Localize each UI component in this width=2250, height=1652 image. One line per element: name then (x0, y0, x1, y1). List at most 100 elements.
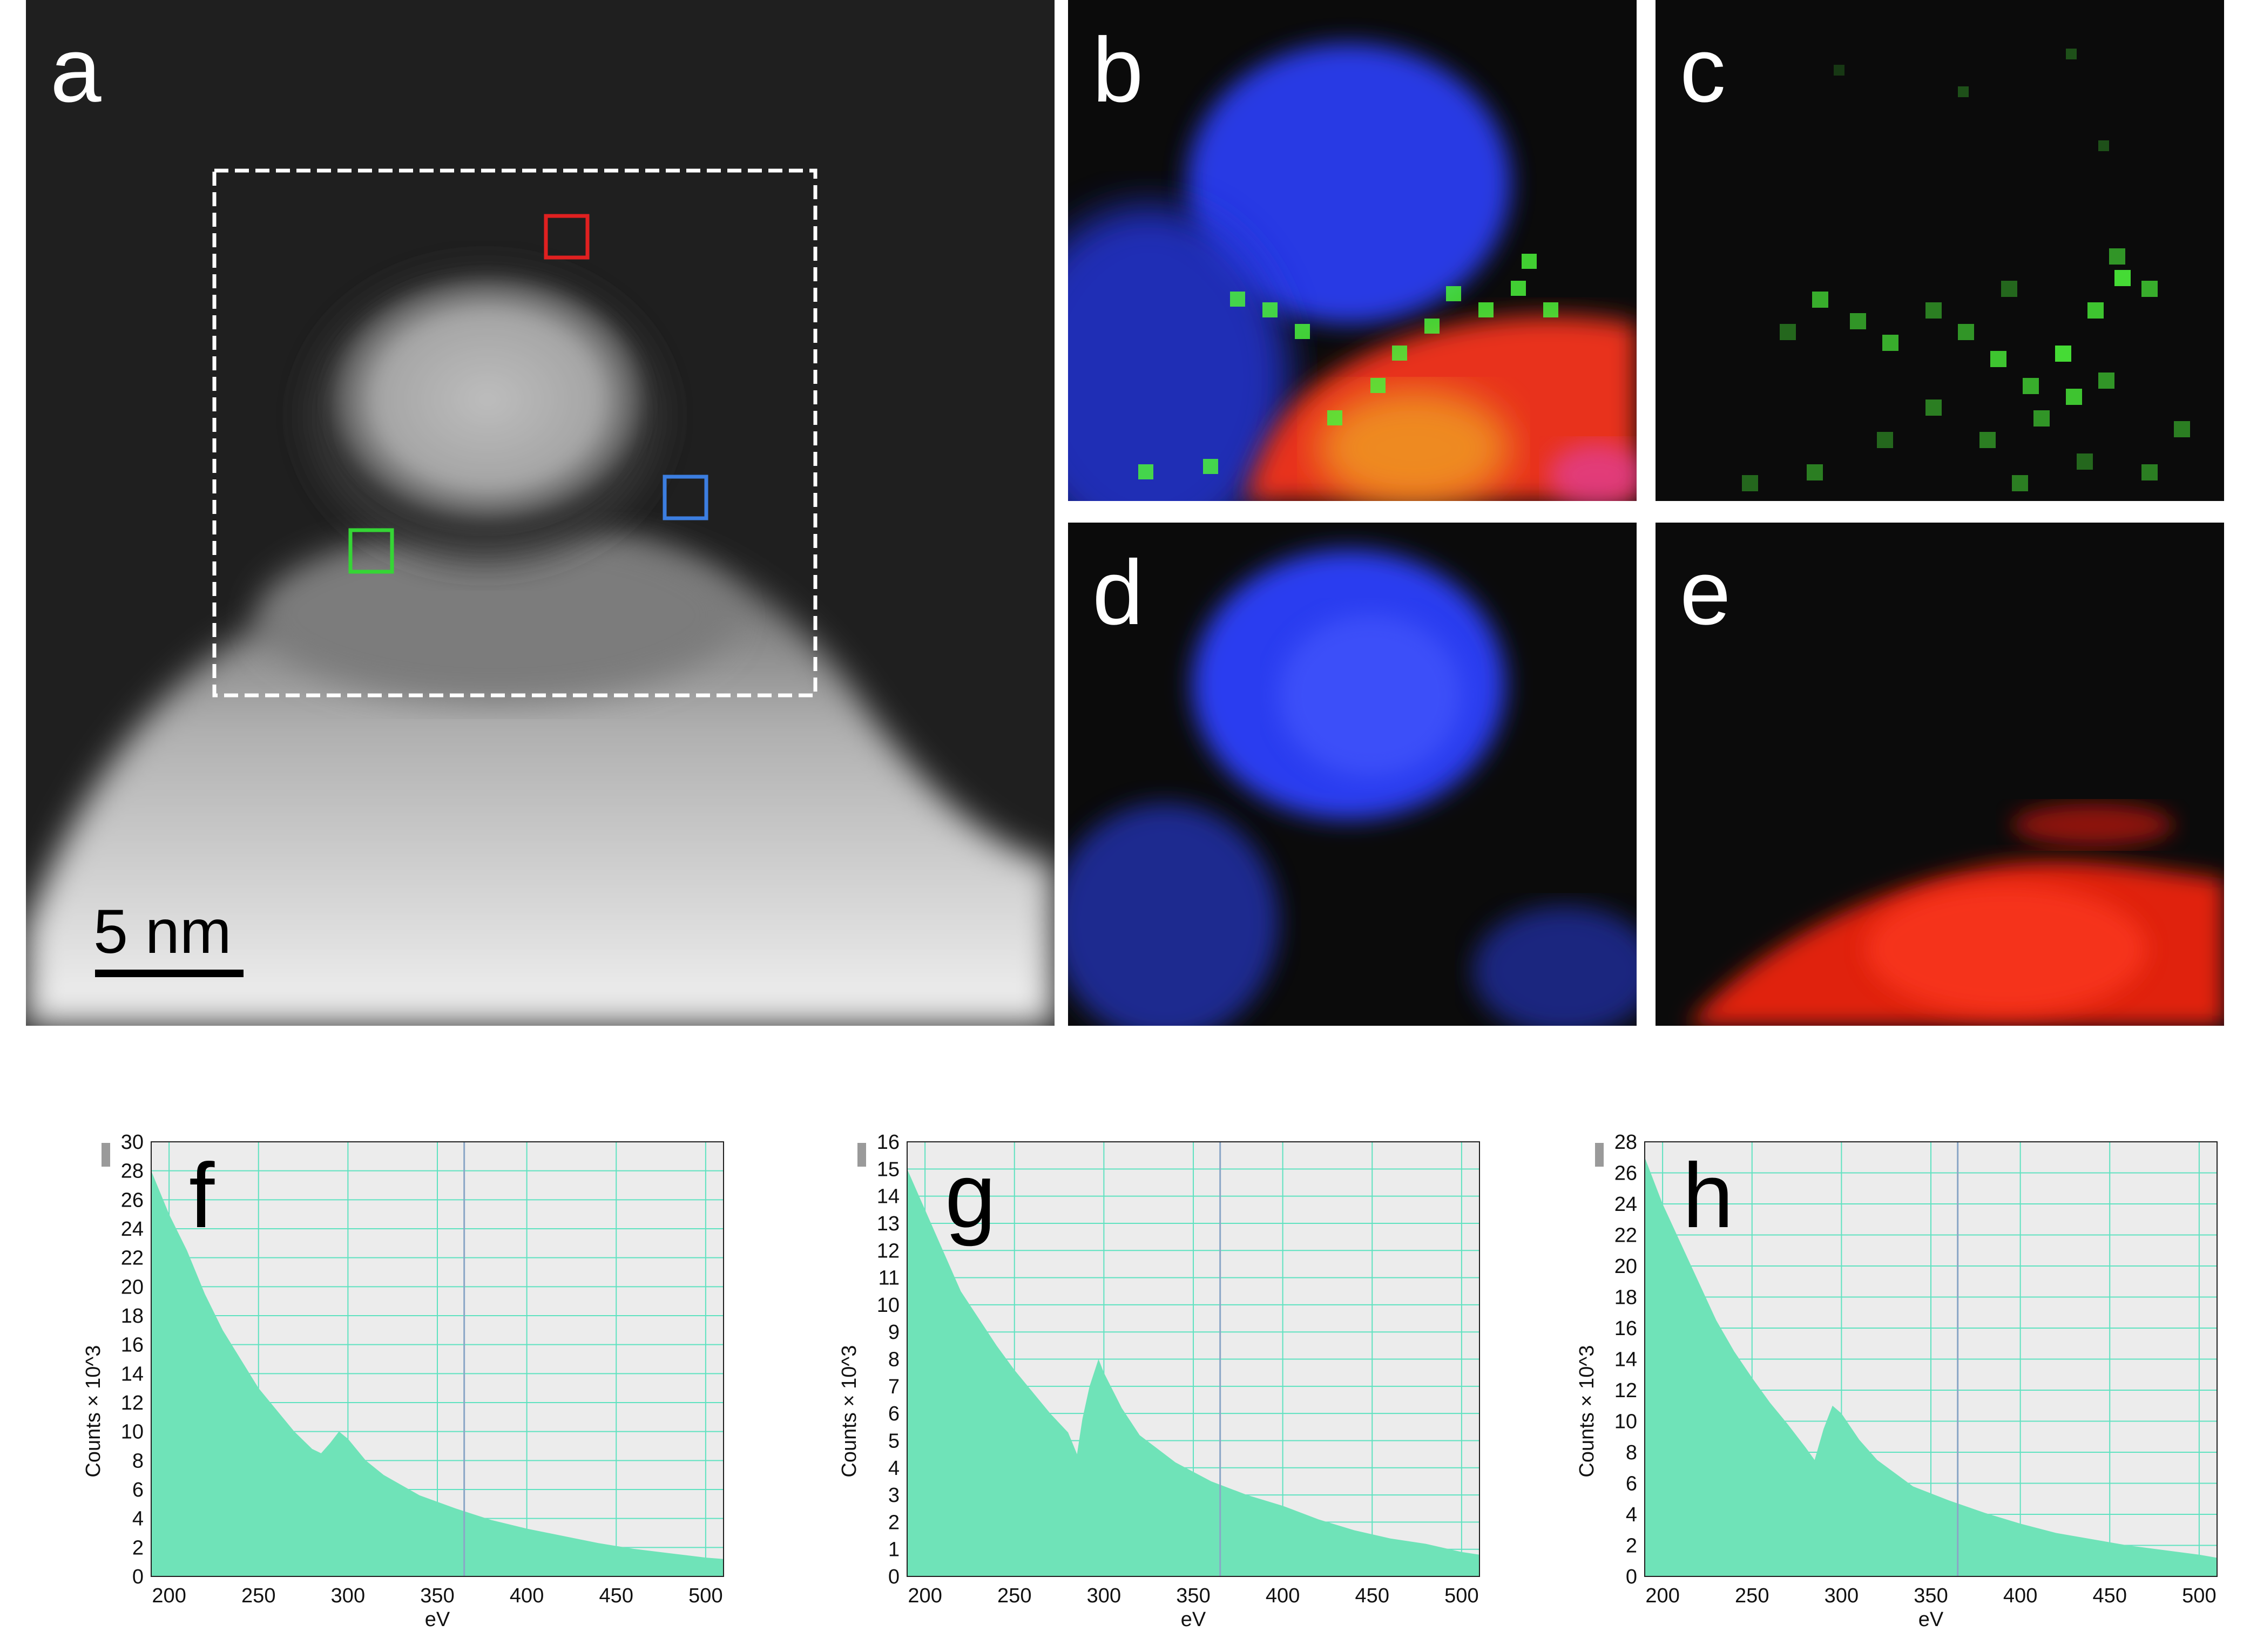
y-tick-label: 8 (1626, 1441, 1637, 1464)
chart-label-h: h (1683, 1145, 1734, 1247)
y-tick-label: 12 (121, 1392, 144, 1414)
y-tick-label: 22 (1614, 1224, 1637, 1247)
red-map-drawing (1688, 803, 2224, 1026)
y-tick-label: 9 (888, 1321, 900, 1344)
y-tick-label: 0 (1626, 1566, 1637, 1588)
x-tick-label: 450 (599, 1585, 633, 1607)
y-tick-label: 10 (1614, 1411, 1637, 1433)
blue-map-drawing (1068, 550, 1637, 1026)
x-tick-label: 450 (1355, 1585, 1389, 1607)
spectrum-chart-f: 0 2 4 6 8 10 12 14 16 18 20 22 24 26 28 30 200 250 300 350 4… (65, 1123, 745, 1652)
y-tick-label: 0 (132, 1566, 144, 1588)
panel-c-green-map: c (1656, 0, 2224, 501)
y-tick-label: 16 (1614, 1317, 1637, 1340)
plot-frame (1644, 1141, 2218, 1577)
y-tick-label: 4 (1626, 1504, 1637, 1526)
x-tick-label: 500 (1444, 1585, 1478, 1607)
x-tick-label: 200 (908, 1585, 942, 1607)
y-axis-label: Counts × 10^3 (838, 1345, 861, 1478)
x-tick-label: 250 (1735, 1585, 1769, 1607)
y-tick-label: 1 (888, 1539, 900, 1561)
y-tick-label: 4 (132, 1508, 144, 1531)
y-axis-label: Counts × 10^3 (82, 1345, 105, 1478)
x-axis-label: eV (1181, 1608, 1206, 1631)
y-tick-label: 5 (888, 1430, 900, 1452)
y-tick-label: 6 (1626, 1473, 1637, 1495)
y-tick-label: 20 (121, 1276, 144, 1298)
scale-handle-icon (1595, 1143, 1604, 1167)
map-region-box (212, 168, 817, 698)
x-tick-label: 250 (241, 1585, 275, 1607)
x-tick-label: 300 (1087, 1585, 1121, 1607)
x-tick-label: 400 (510, 1585, 544, 1607)
spectrum-area (1645, 1157, 2217, 1576)
spectrum-chart-h: 0 2 4 6 8 10 12 14 16 18 20 22 24 26 28 200 250 300 350 400… (1558, 1123, 2239, 1652)
y-tick-label: 6 (888, 1403, 900, 1425)
y-tick-label: 12 (877, 1240, 900, 1262)
y-tick-label: 28 (1614, 1131, 1637, 1154)
scale-bar-line (95, 970, 244, 977)
y-tick-label: 16 (121, 1334, 144, 1357)
panel-e-red-map: e (1656, 523, 2224, 1026)
y-tick-label: 8 (132, 1450, 144, 1472)
spectrum-area (907, 1169, 1479, 1576)
y-tick-label: 10 (877, 1294, 900, 1317)
plot-frame (907, 1141, 1480, 1577)
green-map-drawing (1742, 49, 2190, 491)
chart-label-g: g (945, 1145, 996, 1247)
y-tick-label: 26 (1614, 1162, 1637, 1185)
panel-label-b: b (1092, 19, 1144, 121)
panel-a-stem-image: a 5 nm (26, 0, 1055, 1026)
x-tick-label: 200 (1645, 1585, 1679, 1607)
y-tick-label: 24 (1614, 1193, 1637, 1216)
y-tick-label: 2 (888, 1511, 900, 1534)
y-tick-label: 12 (1614, 1379, 1637, 1402)
y-tick-label: 24 (121, 1218, 144, 1241)
chart-label-f: f (189, 1145, 215, 1247)
x-tick-label: 350 (420, 1585, 454, 1607)
x-tick-label: 350 (1914, 1585, 1948, 1607)
spectrum-chart-g: 0 1 2 3 4 5 6 7 8 9 10 11 12 13 14 15 16 200 250 300 350 400 4… (821, 1123, 1501, 1652)
y-tick-label: 2 (132, 1536, 144, 1559)
panel-label-e: e (1680, 541, 1731, 644)
y-tick-label: 11 (879, 1267, 900, 1290)
panel-label-c: c (1680, 19, 1726, 121)
y-tick-label: 18 (1614, 1287, 1637, 1309)
y-tick-label: 26 (121, 1189, 144, 1211)
y-tick-label: 30 (121, 1131, 144, 1154)
y-tick-label: 4 (888, 1457, 900, 1480)
y-tick-label: 3 (888, 1484, 900, 1507)
x-tick-label: 500 (688, 1585, 722, 1607)
y-tick-label: 6 (132, 1479, 144, 1501)
nanoparticle-core (331, 278, 644, 521)
y-tick-label: 28 (121, 1160, 144, 1183)
x-axis-label: eV (425, 1608, 450, 1631)
y-tick-label: 20 (1614, 1255, 1637, 1278)
y-tick-label: 15 (877, 1158, 900, 1181)
x-tick-label: 350 (1176, 1585, 1210, 1607)
panel-label-d: d (1092, 541, 1144, 644)
plot-frame (151, 1141, 724, 1577)
y-tick-label: 16 (877, 1131, 900, 1154)
panel-label-a: a (50, 19, 102, 121)
y-tick-label: 14 (1614, 1349, 1637, 1371)
y-tick-label: 13 (877, 1213, 900, 1235)
y-tick-label: 7 (888, 1376, 900, 1398)
green-spectrum-region (348, 528, 394, 574)
y-tick-label: 22 (121, 1247, 144, 1270)
scale-bar-label: 5 nm (93, 897, 232, 966)
overlay-map-drawing (1068, 43, 1637, 501)
blue-spectrum-region (663, 475, 708, 520)
x-tick-label: 250 (997, 1585, 1031, 1607)
x-tick-label: 400 (2003, 1585, 2037, 1607)
y-tick-label: 0 (888, 1566, 900, 1588)
scale-handle-icon (857, 1143, 866, 1167)
y-tick-label: 8 (888, 1349, 900, 1371)
y-tick-label: 2 (1626, 1535, 1637, 1558)
y-tick-label: 10 (121, 1421, 144, 1444)
x-tick-label: 200 (152, 1585, 186, 1607)
panel-d-blue-map: d (1068, 523, 1637, 1026)
